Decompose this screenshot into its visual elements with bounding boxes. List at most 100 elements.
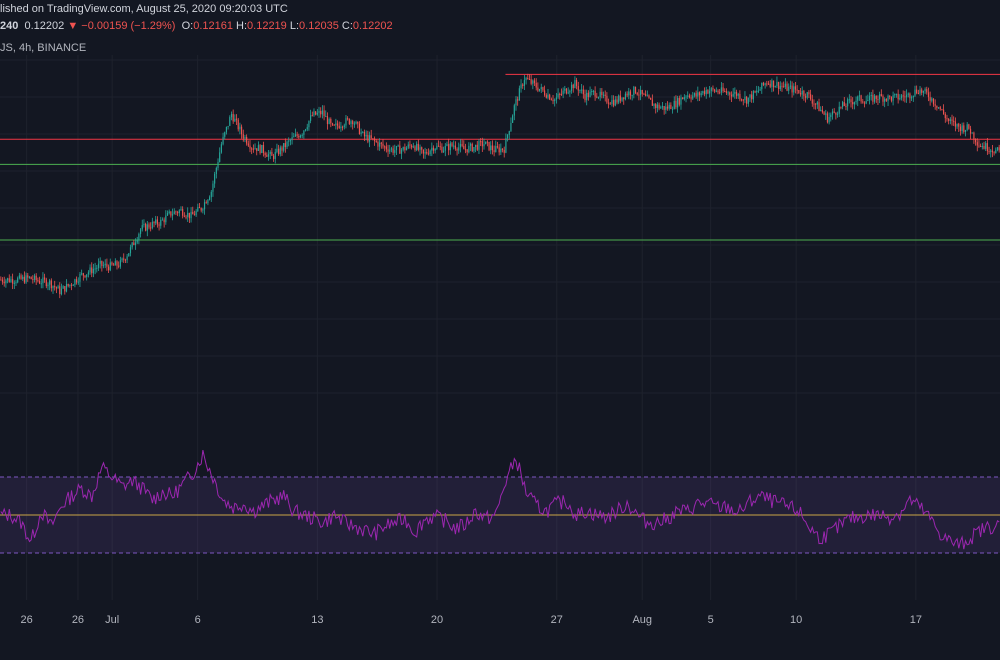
candle-body bbox=[842, 102, 844, 107]
candle-body bbox=[190, 211, 192, 219]
candle-body bbox=[900, 95, 903, 99]
candle-body bbox=[436, 145, 438, 149]
candle-body bbox=[458, 147, 460, 151]
candle-body bbox=[318, 111, 320, 113]
candle-body bbox=[703, 91, 706, 95]
candle-body bbox=[670, 104, 672, 110]
candle-body bbox=[510, 122, 512, 132]
candle-body bbox=[37, 280, 39, 282]
candle-body bbox=[565, 88, 568, 94]
candle-body bbox=[219, 152, 221, 162]
candle-body bbox=[348, 118, 350, 124]
candle-body bbox=[946, 118, 948, 120]
candle-body bbox=[796, 89, 798, 91]
candle-body bbox=[990, 150, 992, 152]
candle-body bbox=[203, 202, 206, 210]
candle-body bbox=[119, 260, 121, 267]
candle-body bbox=[890, 96, 893, 101]
candle-body bbox=[852, 102, 854, 105]
candle-body bbox=[944, 113, 946, 119]
candle-body bbox=[411, 145, 413, 148]
x-tick-label: 20 bbox=[430, 614, 444, 626]
candle-body bbox=[860, 95, 862, 102]
candle-body bbox=[655, 104, 657, 109]
candle-body bbox=[335, 123, 337, 125]
candle-body bbox=[714, 89, 716, 92]
candle-body bbox=[759, 89, 761, 91]
high-label: H: bbox=[236, 20, 248, 32]
candle-body bbox=[643, 93, 645, 95]
candle-body bbox=[106, 263, 108, 267]
candle-body bbox=[79, 273, 81, 282]
candle-body bbox=[151, 221, 153, 228]
candle-body bbox=[101, 260, 103, 266]
candle-body bbox=[668, 104, 670, 109]
candle-body bbox=[934, 104, 936, 106]
candle-body bbox=[246, 136, 248, 144]
candle-body bbox=[937, 107, 940, 109]
candle-body bbox=[747, 97, 749, 104]
candle-body bbox=[858, 95, 861, 97]
candle-body bbox=[303, 130, 305, 135]
candle-body bbox=[177, 212, 179, 214]
candle-body bbox=[124, 259, 127, 261]
candle-body bbox=[848, 99, 850, 101]
candle-body bbox=[400, 149, 403, 154]
candle-body bbox=[528, 79, 531, 81]
price-change: −0.00159 (−1.29%) bbox=[81, 20, 176, 32]
low-value: 0.12035 bbox=[299, 20, 339, 32]
candle-body bbox=[700, 93, 702, 96]
candle-body bbox=[207, 199, 209, 204]
candle-body bbox=[978, 145, 980, 147]
candle-body bbox=[362, 131, 364, 133]
chart-grid bbox=[0, 55, 1000, 600]
candle-body bbox=[709, 91, 711, 94]
candle-body bbox=[148, 224, 150, 228]
candle-body bbox=[658, 104, 660, 109]
candle-body bbox=[77, 281, 79, 283]
candle-body bbox=[737, 93, 739, 96]
candle-body bbox=[917, 93, 919, 95]
candle-body bbox=[459, 144, 462, 148]
candle-body bbox=[242, 134, 244, 139]
candle-body bbox=[350, 121, 352, 124]
candle-body bbox=[518, 88, 520, 101]
candle-body bbox=[793, 86, 795, 93]
candle-body bbox=[981, 145, 983, 147]
candle-body bbox=[690, 97, 692, 99]
candle-body bbox=[894, 94, 896, 96]
candle-body bbox=[276, 148, 278, 153]
candle-body bbox=[414, 146, 416, 151]
candle-body bbox=[478, 141, 480, 150]
x-tick-label: 5 bbox=[707, 614, 714, 626]
candle-body bbox=[70, 284, 73, 286]
candle-body bbox=[579, 90, 581, 92]
candle-body bbox=[517, 99, 519, 101]
candle-body bbox=[589, 91, 591, 97]
candle-body bbox=[67, 283, 69, 286]
candle-body bbox=[358, 123, 361, 135]
candle-body bbox=[244, 136, 246, 139]
candle-body bbox=[237, 119, 239, 130]
candle-body bbox=[542, 87, 544, 91]
candle-body bbox=[687, 95, 689, 97]
candle-body bbox=[59, 286, 61, 295]
candle-body bbox=[448, 144, 450, 151]
candle-body bbox=[160, 219, 162, 226]
candle-body bbox=[720, 87, 722, 93]
candle-body bbox=[333, 124, 335, 126]
candle-body bbox=[909, 93, 911, 99]
candle-body bbox=[91, 267, 93, 274]
candle-body bbox=[798, 90, 800, 93]
candle-body bbox=[373, 138, 376, 141]
candle-body bbox=[702, 91, 704, 94]
x-tick-label: 26 bbox=[71, 614, 85, 626]
candle-body bbox=[572, 84, 574, 89]
candle-body bbox=[855, 100, 857, 103]
candle-body bbox=[882, 96, 884, 102]
candle-body bbox=[336, 123, 339, 126]
candle-body bbox=[399, 145, 401, 154]
candle-body bbox=[239, 126, 241, 130]
candle-body bbox=[40, 283, 42, 285]
